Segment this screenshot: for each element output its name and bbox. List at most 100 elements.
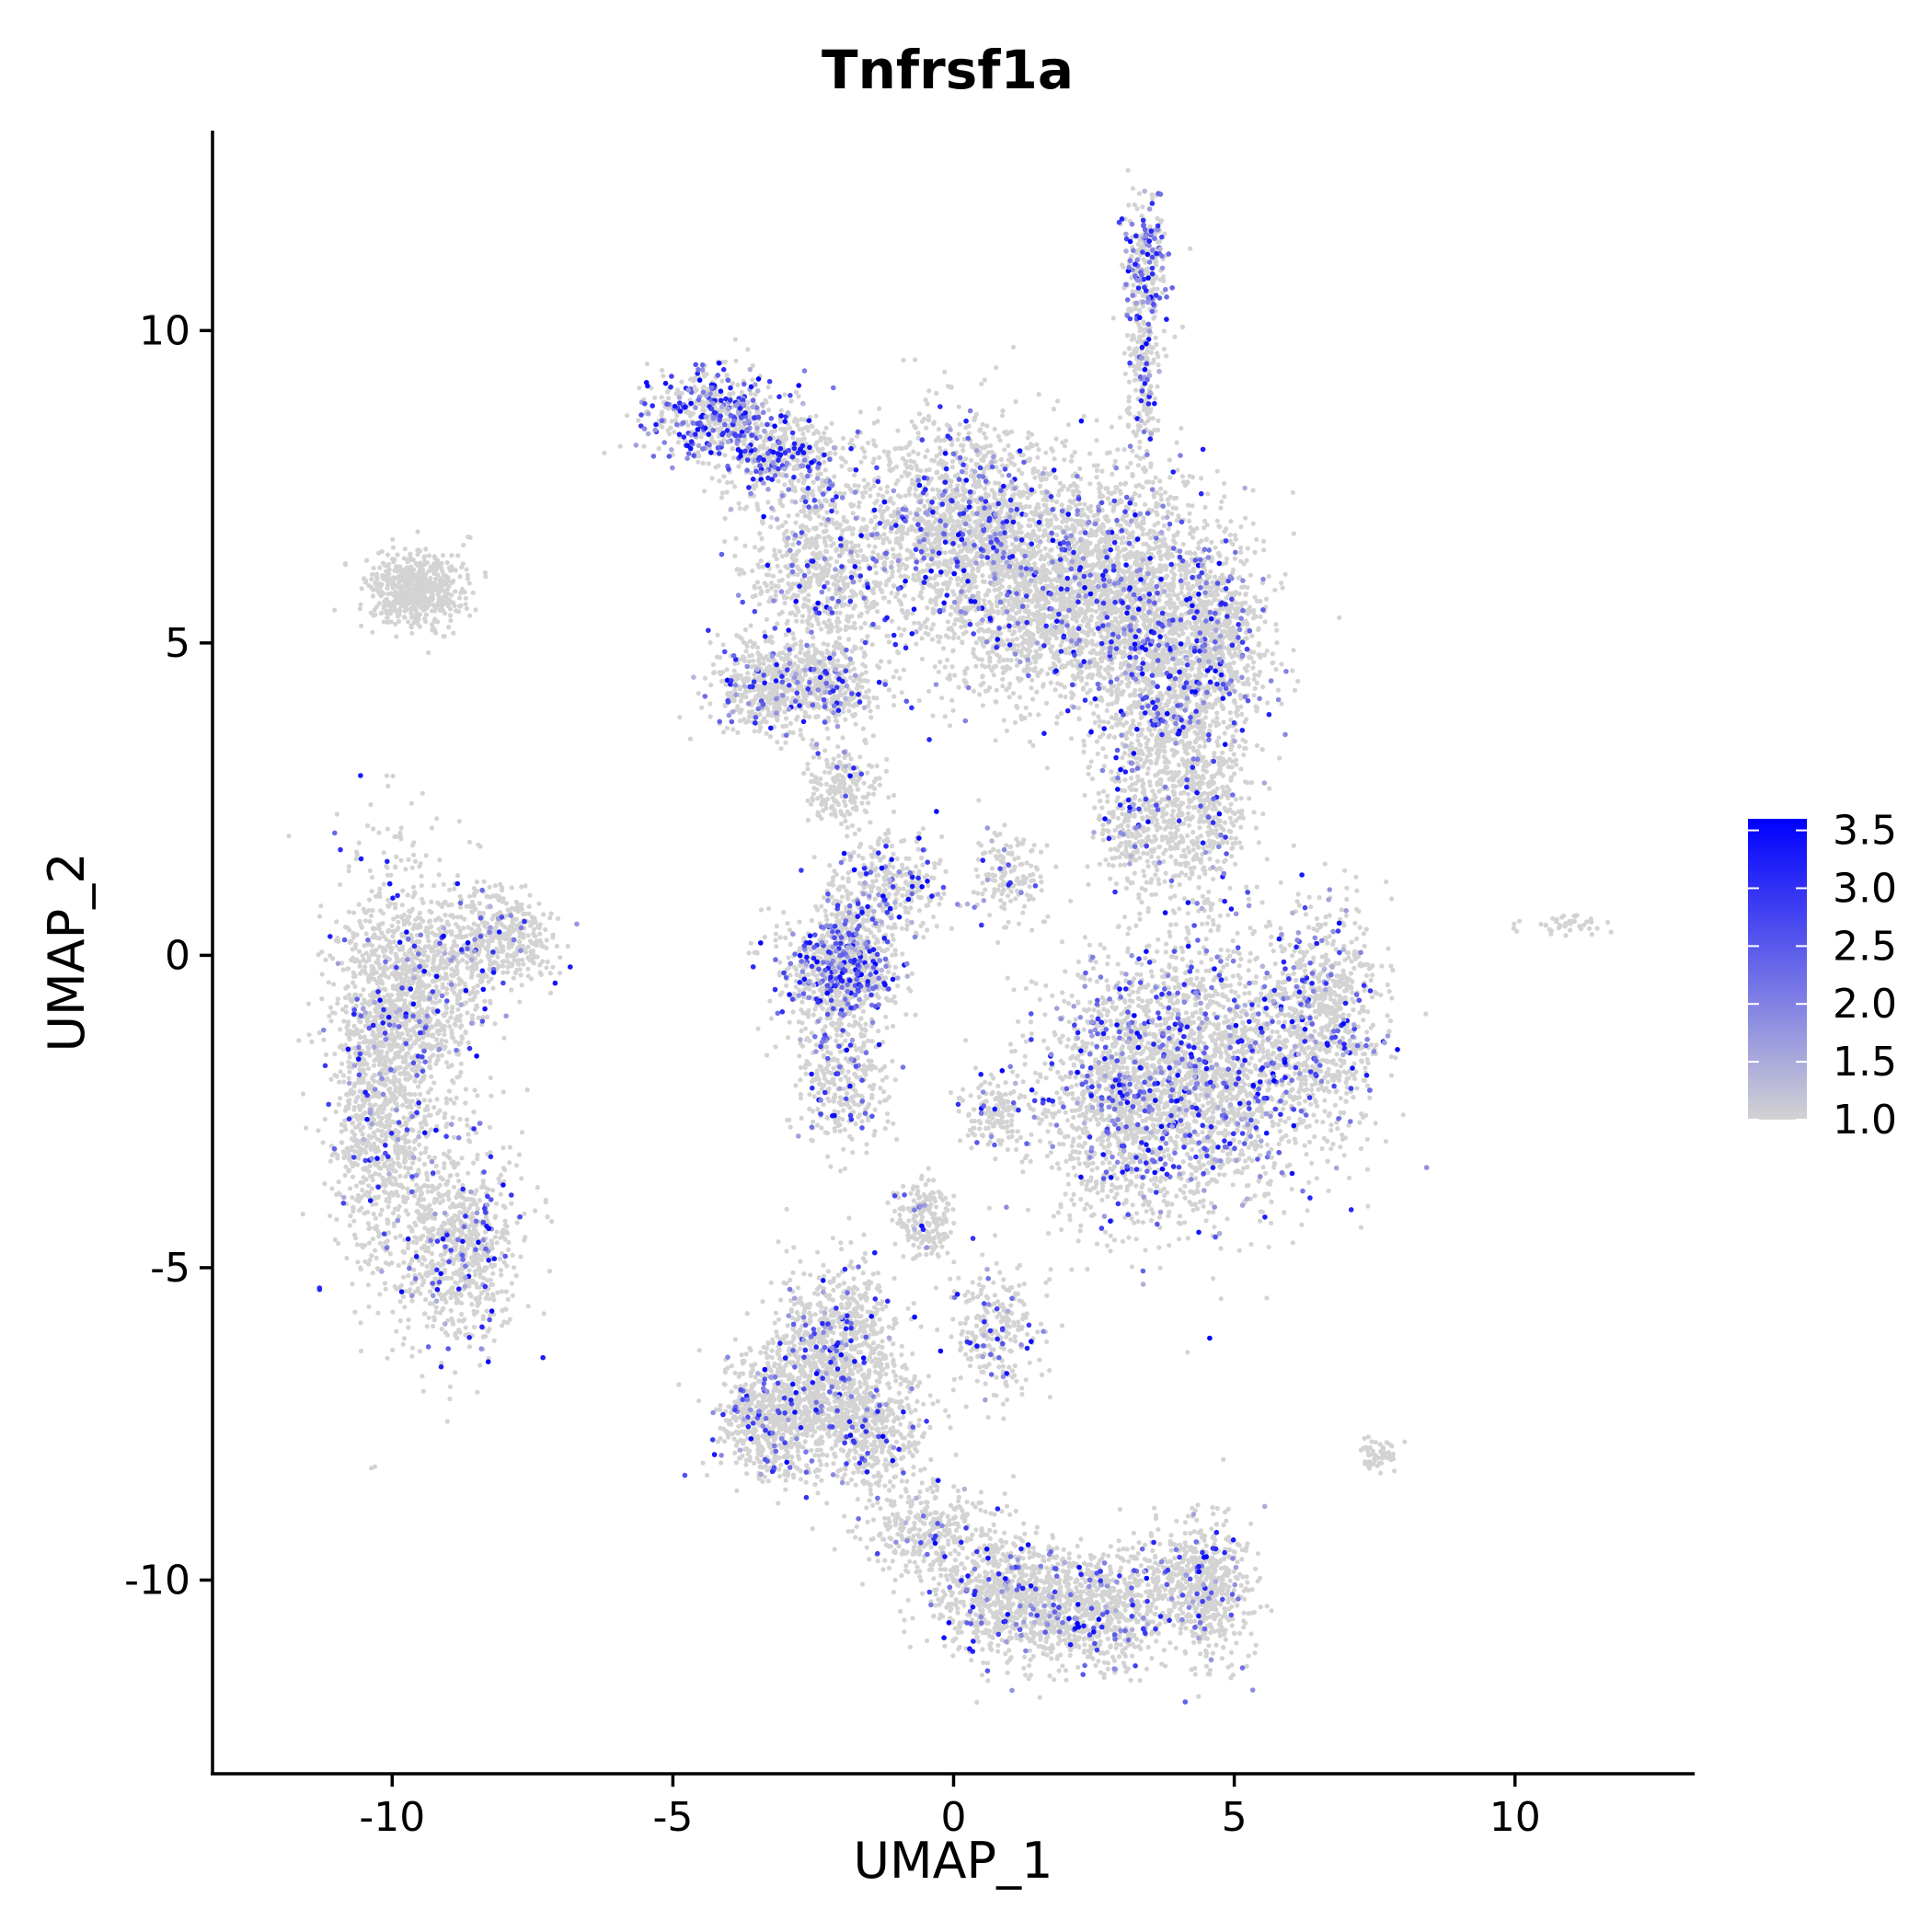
cell-point <box>381 1176 386 1181</box>
cell-point <box>443 581 448 587</box>
cell-point <box>328 1076 334 1082</box>
cell-point <box>396 1033 401 1039</box>
cell-point <box>440 553 446 558</box>
cell-point <box>725 479 730 486</box>
cell-point <box>362 1072 368 1077</box>
cell-point <box>602 450 607 455</box>
cell-point <box>418 1151 424 1156</box>
cell-point <box>408 1166 414 1171</box>
cell-point <box>357 1121 362 1127</box>
cell-point <box>794 618 799 624</box>
cell-point <box>453 1271 458 1276</box>
cell-point <box>385 1050 390 1055</box>
cell-point <box>397 996 402 1003</box>
cell-point <box>420 596 426 602</box>
cell-point <box>366 954 372 960</box>
cell-point <box>419 873 424 880</box>
cell-point <box>858 625 864 630</box>
cell-point <box>454 964 460 970</box>
cell-point <box>396 919 401 925</box>
cell-point <box>332 1052 338 1057</box>
cell-point <box>471 921 477 926</box>
cell-point <box>431 883 437 889</box>
cell-point <box>453 1039 458 1044</box>
cell-point <box>502 925 508 930</box>
cell-point <box>487 1124 492 1130</box>
cell-point <box>456 1179 462 1184</box>
cell-point <box>837 490 843 496</box>
cell-point <box>464 903 469 909</box>
cell-point <box>329 1186 335 1191</box>
cell-point <box>521 935 526 940</box>
cell-point <box>431 1105 437 1110</box>
cell-point <box>431 587 436 592</box>
cell-point <box>412 606 419 612</box>
cell-point <box>385 897 391 903</box>
cell-point <box>440 1198 446 1203</box>
cell-point <box>462 981 467 986</box>
cell-point <box>397 1299 403 1305</box>
cell-point <box>390 983 397 989</box>
cell-point <box>707 639 713 646</box>
cell-point <box>768 524 774 530</box>
cell-point <box>389 1166 395 1171</box>
cell-point <box>346 868 351 874</box>
cell-point <box>454 608 459 614</box>
cell-point <box>510 1252 515 1258</box>
cell-point <box>382 599 387 604</box>
cell-point <box>458 1061 464 1066</box>
cell-point <box>492 1214 498 1221</box>
cell-point <box>433 576 439 581</box>
cell-point <box>340 1149 346 1155</box>
cell-point <box>429 910 434 915</box>
cell-point <box>387 1098 393 1104</box>
cell-point <box>476 1232 481 1237</box>
cell-point <box>769 585 775 591</box>
cell-point <box>372 1058 377 1064</box>
cell-point <box>480 1179 486 1184</box>
cell-point <box>357 1145 363 1151</box>
cell-point <box>382 1161 387 1167</box>
cell-point <box>390 1192 397 1198</box>
cell-point <box>488 961 493 968</box>
cell-point <box>441 881 446 887</box>
cell-point <box>759 589 765 594</box>
cell-point <box>661 374 666 379</box>
cell-point <box>431 1215 438 1222</box>
cell-point <box>457 1202 464 1207</box>
cell-point <box>502 1223 509 1228</box>
cell-point <box>549 1219 555 1225</box>
cell-point <box>426 1204 431 1210</box>
cell-point <box>487 884 492 890</box>
cell-point <box>435 1056 441 1063</box>
cell-point <box>361 576 367 581</box>
cell-point <box>543 926 548 933</box>
cell-point <box>373 1171 378 1177</box>
cell-point <box>836 619 842 625</box>
cell-point <box>775 563 780 569</box>
cell-point <box>652 395 658 400</box>
cell-point <box>346 1075 351 1081</box>
cell-point <box>361 987 366 993</box>
cell-point <box>469 1302 475 1307</box>
cell-point <box>443 991 450 996</box>
cell-point <box>730 445 736 451</box>
cell-point <box>826 587 832 592</box>
cell-point <box>367 1102 373 1108</box>
cell-point <box>366 1140 372 1145</box>
cell-point <box>456 1317 462 1323</box>
cell-point <box>400 1341 406 1347</box>
cell-point <box>343 562 349 568</box>
cell-point <box>409 630 415 636</box>
cell-point <box>443 960 449 966</box>
cell-point <box>506 945 512 950</box>
cell-point <box>392 1004 398 1009</box>
cell-point <box>448 617 454 624</box>
cell-point <box>834 604 839 610</box>
cell-point <box>465 572 470 578</box>
cell-point <box>503 1289 509 1294</box>
cell-point <box>286 834 292 839</box>
cell-point <box>822 431 827 436</box>
cell-point <box>500 970 506 975</box>
cell-point <box>756 602 763 607</box>
